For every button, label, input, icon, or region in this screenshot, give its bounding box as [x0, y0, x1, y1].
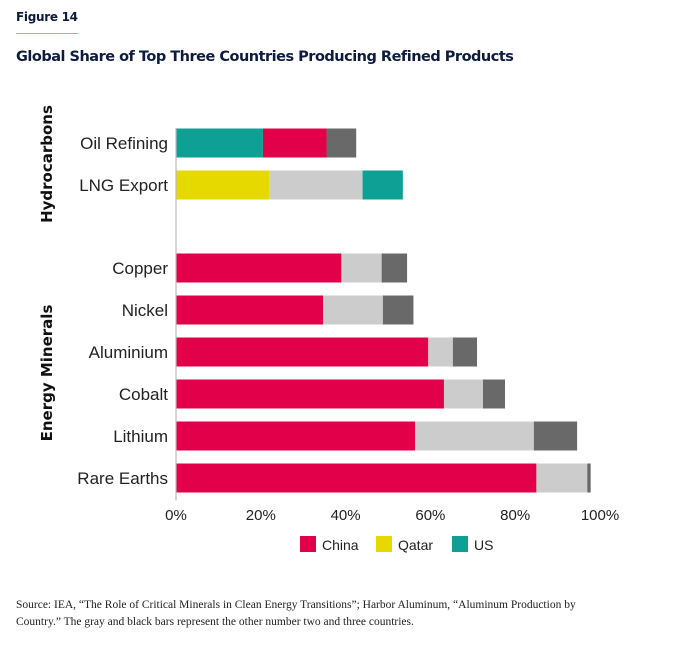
bar-segment	[482, 379, 506, 409]
bar-segment	[176, 253, 342, 283]
chart-title: Global Share of Top Three Countries Prod…	[16, 49, 514, 65]
source-note: Source: IEA, “The Role of Critical Miner…	[16, 599, 576, 628]
bar-segment	[443, 379, 483, 409]
bar-segment	[587, 463, 591, 493]
category-label: Copper	[112, 259, 168, 278]
figure-label: Figure 14	[16, 10, 78, 24]
category-label: Rare Earths	[77, 469, 168, 488]
chart: Hydrocarbons Oil Refining LNG Export Energy…	[38, 105, 619, 553]
bar-segment	[536, 463, 588, 493]
x-tick-label: 100%	[581, 507, 619, 524]
bar-segment	[269, 170, 363, 200]
bar-segment	[176, 337, 429, 367]
category-label: Nickel	[122, 301, 168, 320]
category-label: Oil Refining	[80, 134, 168, 153]
bar-segment	[176, 128, 263, 158]
x-tick-label: 80%	[500, 507, 530, 524]
bar-segment	[176, 295, 324, 325]
bar-segment	[362, 170, 403, 200]
legend-swatch	[452, 536, 468, 552]
legend-label: US	[474, 537, 493, 553]
figure-label-underline	[16, 33, 78, 34]
bar-segment	[176, 170, 270, 200]
legend-swatch	[376, 536, 392, 552]
bar-segment	[381, 253, 408, 283]
group-label: Hydrocarbons	[38, 105, 56, 223]
category-label: Aluminium	[89, 343, 168, 362]
legend-label: China	[322, 537, 359, 553]
bar-segment	[533, 421, 578, 451]
category-label: LNG Export	[79, 176, 168, 195]
x-tick-label: 0%	[165, 507, 187, 524]
bar-segment	[326, 128, 357, 158]
bar-segment	[176, 379, 444, 409]
category-label: Cobalt	[119, 385, 168, 404]
bar-segment	[382, 295, 414, 325]
category-label: Lithium	[113, 427, 168, 446]
group-label: Energy Minerals	[38, 305, 56, 442]
legend-label: Qatar	[398, 537, 433, 553]
bar-segment	[452, 337, 478, 367]
bar-segment	[428, 337, 453, 367]
x-tick-label: 40%	[331, 507, 361, 524]
bar-segment	[262, 128, 327, 158]
bar-segment	[176, 463, 537, 493]
x-tick-label: 60%	[415, 507, 445, 524]
bar-segment	[415, 421, 534, 451]
bar-segment	[341, 253, 382, 283]
bar-segment	[323, 295, 383, 325]
x-tick-label: 20%	[246, 507, 276, 524]
bar-segment	[176, 421, 416, 451]
legend-swatch	[300, 536, 316, 552]
